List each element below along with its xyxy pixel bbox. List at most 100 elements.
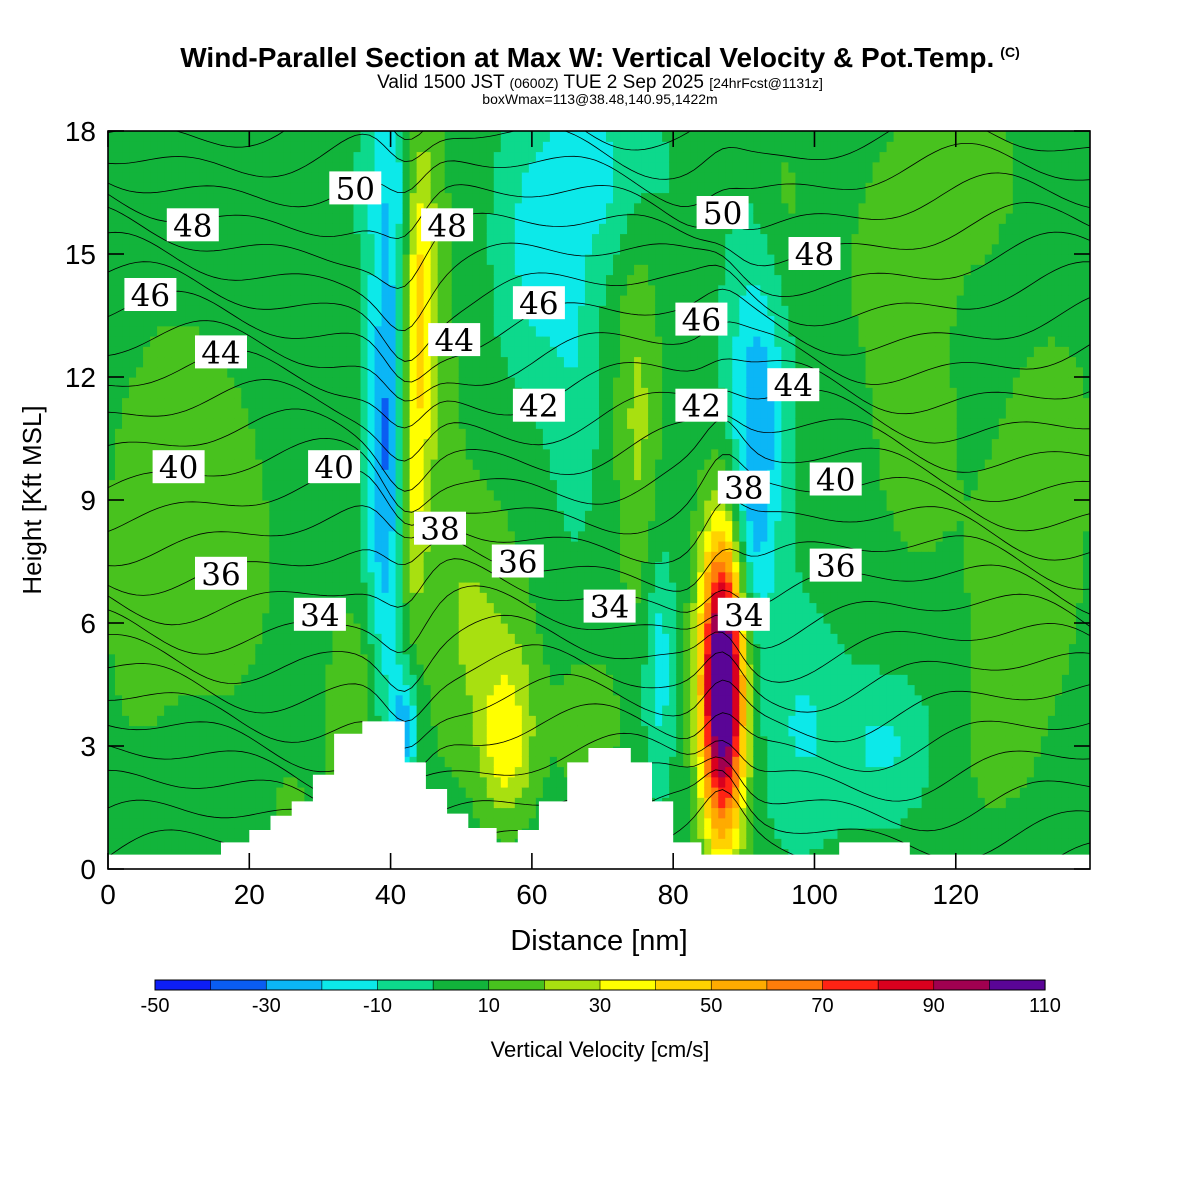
- x-tick-label: 80: [658, 879, 689, 910]
- theta-label-box: [788, 237, 841, 270]
- theta-label-box: [675, 302, 728, 336]
- theta-label-text: 48: [427, 208, 466, 244]
- theta-label-box: [809, 462, 862, 496]
- theta-label-5: 46: [124, 278, 177, 314]
- theta-label-box: [166, 208, 219, 242]
- colorbar-swatch: [377, 979, 434, 991]
- valid-prefix: Valid 1500 JST: [377, 72, 505, 93]
- theta-contour-line: [108, 172, 1090, 240]
- colorbar-tick-label: 90: [923, 995, 945, 1017]
- y-tick-label: 18: [65, 116, 96, 147]
- y-axis-label: Height [Kft MSL]: [17, 405, 47, 594]
- theta-label-6: 46: [512, 286, 565, 322]
- theta-label-2: 48: [421, 208, 474, 244]
- theta-label-text: 38: [420, 512, 459, 548]
- theta-label-text: 44: [774, 368, 813, 404]
- y-tick-label: 15: [65, 239, 96, 270]
- theta-label-23: 34: [717, 597, 770, 634]
- theta-contour-line: [108, 202, 1090, 289]
- theta-contour-line: [108, 143, 1090, 208]
- theta-label-box: [809, 548, 862, 582]
- theta-label-9: 44: [428, 323, 481, 359]
- theta-contour-line: [108, 349, 1090, 429]
- theta-label-11: 42: [512, 388, 565, 425]
- theta-label-8: 44: [195, 335, 247, 371]
- colorbar-tick-label: 30: [589, 995, 611, 1017]
- theta-label-text: 34: [590, 590, 629, 626]
- theta-label-1: 48: [166, 208, 219, 244]
- colorbar-tick-label: -10: [363, 995, 392, 1017]
- colorbar: -50 -30 -10 10 30 50 70 90 110 Vertical Velocity …: [141, 979, 1061, 1062]
- y-tick-label: 6: [80, 608, 96, 639]
- theta-label-box: [421, 208, 474, 242]
- valid-utc: (0600Z): [509, 75, 559, 91]
- theta-label-text: 42: [519, 389, 558, 425]
- theta-label-text: 44: [201, 335, 240, 371]
- theta-label-7: 46: [675, 302, 728, 339]
- theta-label-box: [293, 597, 346, 631]
- colorbar-swatch: [210, 979, 267, 991]
- theta-label-box: [717, 597, 770, 631]
- theta-contour-line: [108, 535, 1090, 596]
- theta-label-text: 48: [795, 237, 834, 273]
- theta-label-text: 48: [173, 208, 212, 244]
- theta-label-box: [491, 544, 544, 578]
- theta-label-box: [414, 511, 466, 545]
- colorbar-swatch: [432, 979, 490, 991]
- colorbar-frame: [154, 979, 1046, 991]
- theta-contour-line: [108, 418, 1090, 513]
- colorbar-tick-label: 50: [700, 995, 722, 1017]
- theta-label-text: 34: [724, 598, 763, 634]
- theta-contour-line: [108, 614, 1090, 692]
- valid-date: TUE 2 Sep 2025: [563, 72, 704, 93]
- theta-label-box: [512, 286, 565, 320]
- colorbar-tick-label: 70: [811, 995, 833, 1017]
- colorbar-swatch: [933, 979, 990, 991]
- valid-time-line: Valid 1500 JST (0600Z) TUE 2 Sep 2025 [2…: [0, 72, 1200, 94]
- colorbar-swatch: [544, 979, 601, 991]
- forecast-info: [24hrFcst@1131z]: [709, 75, 823, 91]
- theta-label-box: [152, 450, 205, 484]
- x-tick-label: 0: [100, 879, 116, 910]
- colorbar-tick-label: 110: [1029, 995, 1061, 1017]
- colorbar-swatch: [655, 979, 712, 991]
- theta-label-box: [675, 388, 728, 422]
- theta-label-box: [512, 388, 565, 422]
- theta-label-text: 40: [314, 450, 353, 486]
- velocity-field: [108, 131, 1090, 869]
- theta-label-box: [696, 196, 749, 229]
- y-tick-label: 12: [65, 362, 96, 393]
- theta-label-text: 38: [724, 471, 763, 507]
- colorbar-swatch: [989, 979, 1046, 991]
- theta-label-text: 36: [201, 557, 240, 593]
- theta-contour-line: [108, 498, 1090, 567]
- theta-contour-line: [108, 231, 1090, 332]
- theta-label-15: 40: [809, 462, 862, 499]
- y-tick-label: 3: [80, 731, 96, 762]
- theta-label-17: 38: [717, 470, 770, 507]
- theta-contour-line: [108, 131, 691, 151]
- colorbar-swatch: [154, 979, 212, 991]
- theta-label-text: 42: [682, 389, 721, 425]
- theta-label-18: 36: [195, 556, 247, 593]
- theta-label-12: 42: [675, 388, 728, 425]
- colorbar-tick-label: -30: [252, 995, 281, 1017]
- theta-label-20: 36: [809, 548, 862, 585]
- x-tick-label: 60: [516, 879, 547, 910]
- theta-label-text: 36: [498, 545, 537, 581]
- theta-label-10: 44: [767, 368, 820, 404]
- theta-contour-line: [108, 732, 1090, 802]
- box-info-line: boxWmax=113@38.48,140.95,1422m: [0, 91, 1200, 107]
- theta-label-box: [583, 589, 636, 623]
- x-tick-label: 20: [234, 879, 265, 910]
- colorbar-swatch: [766, 979, 824, 991]
- theta-label-box: [195, 335, 247, 369]
- colorbar-swatch: [321, 979, 379, 991]
- chart-title: Wind-Parallel Section at Max W: Vertical…: [0, 42, 1200, 74]
- theta-label-text: 50: [703, 196, 742, 232]
- theta-label-text: 50: [336, 171, 375, 207]
- colorbar-swatch: [488, 979, 545, 991]
